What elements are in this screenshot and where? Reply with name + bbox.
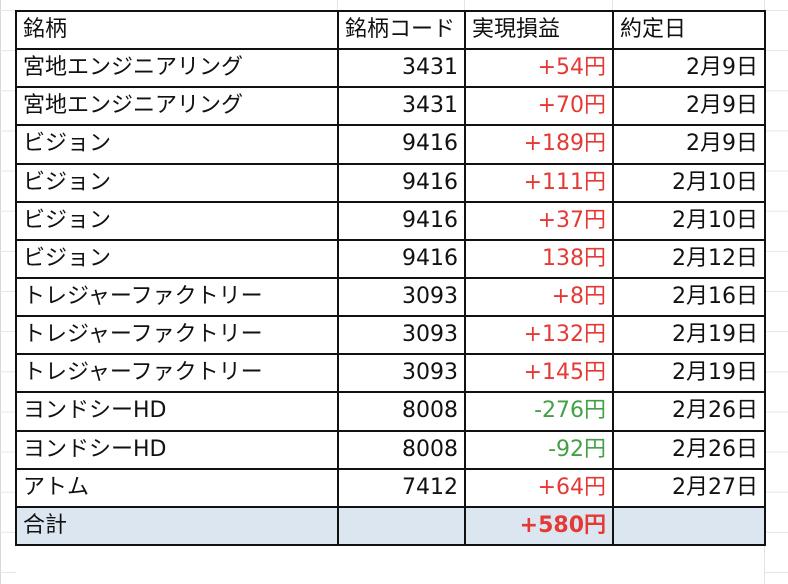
empty-grid-right <box>764 0 788 584</box>
cell-trade-date[interactable]: 2月9日 <box>612 48 766 89</box>
cell-trade-date[interactable]: 2月26日 <box>612 391 766 432</box>
header-cell-pl[interactable]: 実現損益 <box>464 9 614 51</box>
empty-grid-top <box>0 0 788 10</box>
cell-stock-name[interactable]: ビジョン <box>15 238 339 279</box>
cell-stock-code[interactable]: 9416 <box>337 200 466 241</box>
cell-trade-date[interactable]: 2月9日 <box>612 124 766 165</box>
cell-stock-name[interactable]: ヨンドシーHD <box>15 391 339 432</box>
table-row: ビジョン 9416 138円 2月12日 <box>15 238 766 279</box>
cell-trade-date[interactable]: 2月10日 <box>612 162 766 203</box>
cell-stock-name[interactable]: トレジャーファクトリー <box>15 353 339 394</box>
cell-stock-code[interactable]: 8008 <box>337 391 466 432</box>
cell-trade-date[interactable]: 2月9日 <box>612 86 766 127</box>
total-amount[interactable]: +580円 <box>464 505 614 546</box>
table-row: ビジョン 9416 +111円 2月10日 <box>15 162 766 203</box>
cell-stock-name[interactable]: アトム <box>15 467 339 508</box>
table-row: ヨンドシーHD 8008 -276円 2月26日 <box>15 391 766 432</box>
header-cell-code[interactable]: 銘柄コード <box>337 9 466 51</box>
cell-stock-name[interactable]: トレジャーファクトリー <box>15 315 339 356</box>
table-row: ビジョン 9416 +189円 2月9日 <box>15 124 766 165</box>
cell-realized-pl[interactable]: +111円 <box>464 162 614 203</box>
table-body: 銘柄 銘柄コード 実現損益 約定日 宮地エンジニアリング 3431 +54円 2月9日… <box>15 9 766 546</box>
table-row: ヨンドシーHD 8008 -92円 2月26日 <box>15 429 766 470</box>
cell-trade-date[interactable]: 2月10日 <box>612 200 766 241</box>
cell-trade-date[interactable]: 2月16日 <box>612 276 766 318</box>
cell-stock-name[interactable]: トレジャーファクトリー <box>15 276 339 318</box>
cell-stock-name[interactable]: 宮地エンジニアリング <box>15 86 339 127</box>
table-row: ビジョン 9416 +37円 2月10日 <box>15 200 766 241</box>
cell-stock-name[interactable]: ビジョン <box>15 124 339 165</box>
table-row: トレジャーファクトリー 3093 +8円 2月16日 <box>15 276 766 318</box>
cell-realized-pl[interactable]: 138円 <box>464 238 614 279</box>
table-row: トレジャーファクトリー 3093 +145円 2月19日 <box>15 353 766 394</box>
total-code-empty[interactable] <box>337 505 466 546</box>
cell-realized-pl[interactable]: +70円 <box>464 86 614 127</box>
cell-stock-code[interactable]: 9416 <box>337 124 466 165</box>
total-date-empty[interactable] <box>612 505 766 546</box>
cell-realized-pl[interactable]: +145円 <box>464 353 614 394</box>
cell-realized-pl[interactable]: -276円 <box>464 391 614 432</box>
cell-stock-code[interactable]: 3431 <box>337 86 466 127</box>
cell-trade-date[interactable]: 2月19日 <box>612 353 766 394</box>
cell-trade-date[interactable]: 2月12日 <box>612 238 766 279</box>
empty-grid-left <box>0 0 16 584</box>
cell-realized-pl[interactable]: +54円 <box>464 48 614 89</box>
cell-stock-code[interactable]: 9416 <box>337 238 466 279</box>
cell-stock-code[interactable]: 3093 <box>337 276 466 318</box>
cell-realized-pl[interactable]: -92円 <box>464 429 614 470</box>
cell-stock-name[interactable]: ビジョン <box>15 200 339 241</box>
total-label[interactable]: 合計 <box>15 505 339 546</box>
cell-stock-code[interactable]: 3093 <box>337 315 466 356</box>
cell-realized-pl[interactable]: +132円 <box>464 315 614 356</box>
cell-trade-date[interactable]: 2月19日 <box>612 315 766 356</box>
cell-realized-pl[interactable]: +37円 <box>464 200 614 241</box>
cell-stock-name[interactable]: ヨンドシーHD <box>15 429 339 470</box>
cell-realized-pl[interactable]: +189円 <box>464 124 614 165</box>
total-row: 合計 +580円 <box>15 505 766 546</box>
table-row: トレジャーファクトリー 3093 +132円 2月19日 <box>15 315 766 356</box>
cell-stock-name[interactable]: ビジョン <box>15 162 339 203</box>
cell-stock-code[interactable]: 7412 <box>337 467 466 508</box>
header-row: 銘柄 銘柄コード 実現損益 約定日 <box>15 9 766 51</box>
trade-results-table: 銘柄 銘柄コード 実現損益 約定日 宮地エンジニアリング 3431 +54円 2月9日… <box>15 9 766 546</box>
cell-trade-date[interactable]: 2月27日 <box>612 467 766 508</box>
cell-stock-code[interactable]: 3431 <box>337 48 466 89</box>
cell-stock-code[interactable]: 9416 <box>337 162 466 203</box>
cell-stock-code[interactable]: 8008 <box>337 429 466 470</box>
cell-trade-date[interactable]: 2月26日 <box>612 429 766 470</box>
header-cell-name[interactable]: 銘柄 <box>15 9 339 51</box>
table-row: アトム 7412 +64円 2月27日 <box>15 467 766 508</box>
cell-stock-name[interactable]: 宮地エンジニアリング <box>15 48 339 89</box>
cell-realized-pl[interactable]: +64円 <box>464 467 614 508</box>
table-row: 宮地エンジニアリング 3431 +70円 2月9日 <box>15 86 766 127</box>
table-row: 宮地エンジニアリング 3431 +54円 2月9日 <box>15 48 766 89</box>
header-cell-date[interactable]: 約定日 <box>612 9 766 51</box>
cell-realized-pl[interactable]: +8円 <box>464 276 614 318</box>
cell-stock-code[interactable]: 3093 <box>337 353 466 394</box>
